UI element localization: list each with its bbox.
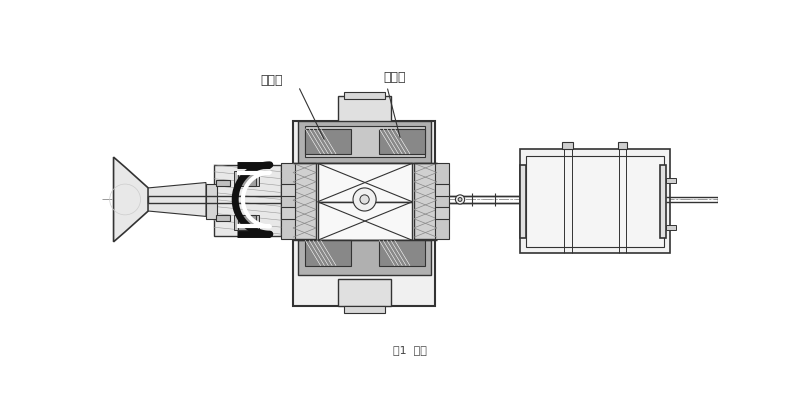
Text: 偏心块: 偏心块 [383, 71, 406, 83]
Bar [435, 184, 450, 196]
Bar [281, 207, 294, 219]
Bar [214, 165, 282, 236]
Bar [520, 165, 526, 238]
Bar [256, 171, 259, 186]
Bar [293, 163, 316, 239]
Bar [379, 129, 426, 154]
Bar [216, 180, 230, 186]
Bar [306, 129, 351, 154]
Bar [306, 240, 351, 266]
Bar [298, 240, 430, 275]
Bar [435, 207, 450, 219]
Bar [318, 202, 412, 240]
Bar [520, 150, 670, 253]
Bar [306, 126, 425, 157]
Text: 偏心块: 偏心块 [260, 74, 282, 87]
Bar [206, 184, 217, 219]
Polygon shape [114, 157, 148, 242]
Text: 图1  总图: 图1 总图 [393, 344, 427, 355]
Circle shape [360, 195, 369, 204]
Bar [338, 279, 390, 306]
Bar [562, 142, 574, 150]
Bar [234, 171, 238, 186]
Bar [237, 215, 256, 230]
Bar [379, 240, 426, 266]
Bar [293, 121, 435, 306]
Bar [281, 163, 294, 239]
Bar [318, 163, 412, 202]
Bar [435, 163, 450, 239]
Bar [344, 92, 386, 99]
Bar [660, 165, 666, 238]
Bar [237, 171, 256, 186]
Bar [298, 121, 430, 163]
Circle shape [458, 198, 462, 201]
Circle shape [353, 188, 376, 211]
Bar [414, 163, 437, 239]
Bar [526, 156, 664, 247]
Bar [281, 184, 294, 196]
Bar [234, 215, 238, 230]
Bar [256, 215, 259, 230]
Bar [216, 215, 230, 221]
Bar [666, 225, 676, 229]
Circle shape [455, 195, 465, 204]
Polygon shape [148, 182, 206, 217]
Bar [338, 95, 390, 122]
Polygon shape [426, 193, 449, 206]
Bar [666, 178, 676, 182]
Bar [344, 306, 386, 314]
Bar [618, 142, 627, 150]
